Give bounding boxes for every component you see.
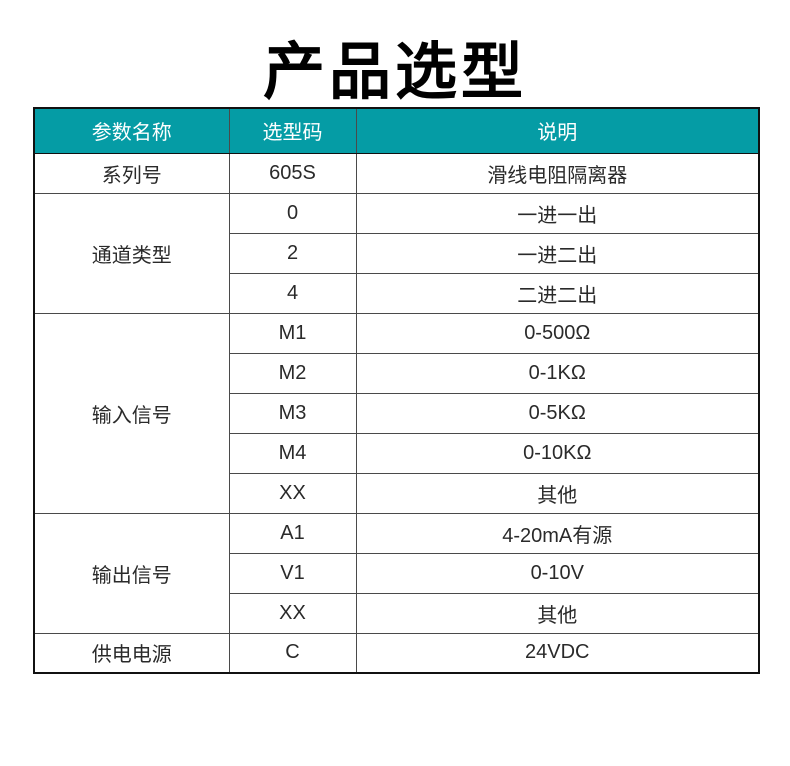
description-cell: 0-500Ω (355, 312, 760, 354)
selection-code-cell: M1 (228, 312, 357, 354)
column-header-code: 选型码 (228, 107, 357, 154)
description-cell: 24VDC (355, 632, 760, 674)
param-name-cell: 通道类型 (33, 192, 230, 314)
description-cell: 其他 (355, 472, 760, 514)
table-row: XX 其他 (34, 472, 760, 514)
param-name-cell: 系列号 (33, 152, 230, 194)
selection-code-cell: XX (228, 472, 357, 514)
description-cell: 0-5KΩ (355, 392, 760, 434)
description-cell: 4-20mA有源 (355, 512, 760, 554)
column-header-desc: 说明 (355, 107, 760, 154)
table-row: 2 一进二出 (34, 232, 760, 274)
table-row: 系列号 605S 滑线电阻隔离器 (33, 152, 760, 194)
selection-code-cell: M3 (228, 392, 357, 434)
table-row: 输出信号 A1 4-20mA有源 (33, 512, 760, 634)
description-cell: 0-10V (355, 552, 760, 594)
selection-code-cell: 605S (228, 152, 357, 194)
table-row: 供电电源 C 24VDC (33, 632, 760, 674)
table-row: V1 0-10V (34, 552, 760, 594)
selection-code-cell: V1 (228, 552, 357, 594)
table-row: M3 0-5KΩ (34, 392, 760, 434)
description-cell: 0-10KΩ (355, 432, 760, 474)
param-name-cell: 输入信号 (33, 312, 230, 514)
selection-code-cell: A1 (228, 512, 357, 554)
table-row: 4 二进二出 (34, 272, 760, 314)
description-cell: 二进二出 (355, 272, 760, 314)
table-row: 通道类型 0 一进一出 (33, 192, 760, 314)
description-cell: 一进一出 (355, 192, 760, 234)
column-header-param: 参数名称 (33, 107, 230, 154)
table-row: 输入信号 M1 0-500Ω (33, 312, 760, 514)
selection-code-cell: M2 (228, 352, 357, 394)
table-row: M2 0-1KΩ (34, 352, 760, 394)
selection-code-cell: 0 (228, 192, 357, 234)
description-cell: 一进二出 (355, 232, 760, 274)
table-row: XX 其他 (34, 592, 760, 634)
description-cell: 其他 (355, 592, 760, 634)
param-name-cell: 供电电源 (33, 632, 230, 674)
table-row: M4 0-10KΩ (34, 432, 760, 474)
param-name-cell: 输出信号 (33, 512, 230, 634)
selection-code-cell: 2 (228, 232, 357, 274)
product-selection-table: 参数名称 选型码 说明 系列号 605S 滑线电阻隔离器 通道类型 0 一进一出 2 一进二出… (33, 107, 760, 674)
page-title: 产品选型 (262, 38, 527, 107)
description-cell: 滑线电阻隔离器 (355, 152, 760, 194)
selection-code-cell: C (228, 632, 357, 674)
selection-code-cell: 4 (228, 272, 357, 314)
selection-code-cell: M4 (228, 432, 357, 474)
selection-code-cell: XX (228, 592, 357, 634)
table-header-row: 参数名称 选型码 说明 (33, 107, 760, 154)
description-cell: 0-1KΩ (355, 352, 760, 394)
